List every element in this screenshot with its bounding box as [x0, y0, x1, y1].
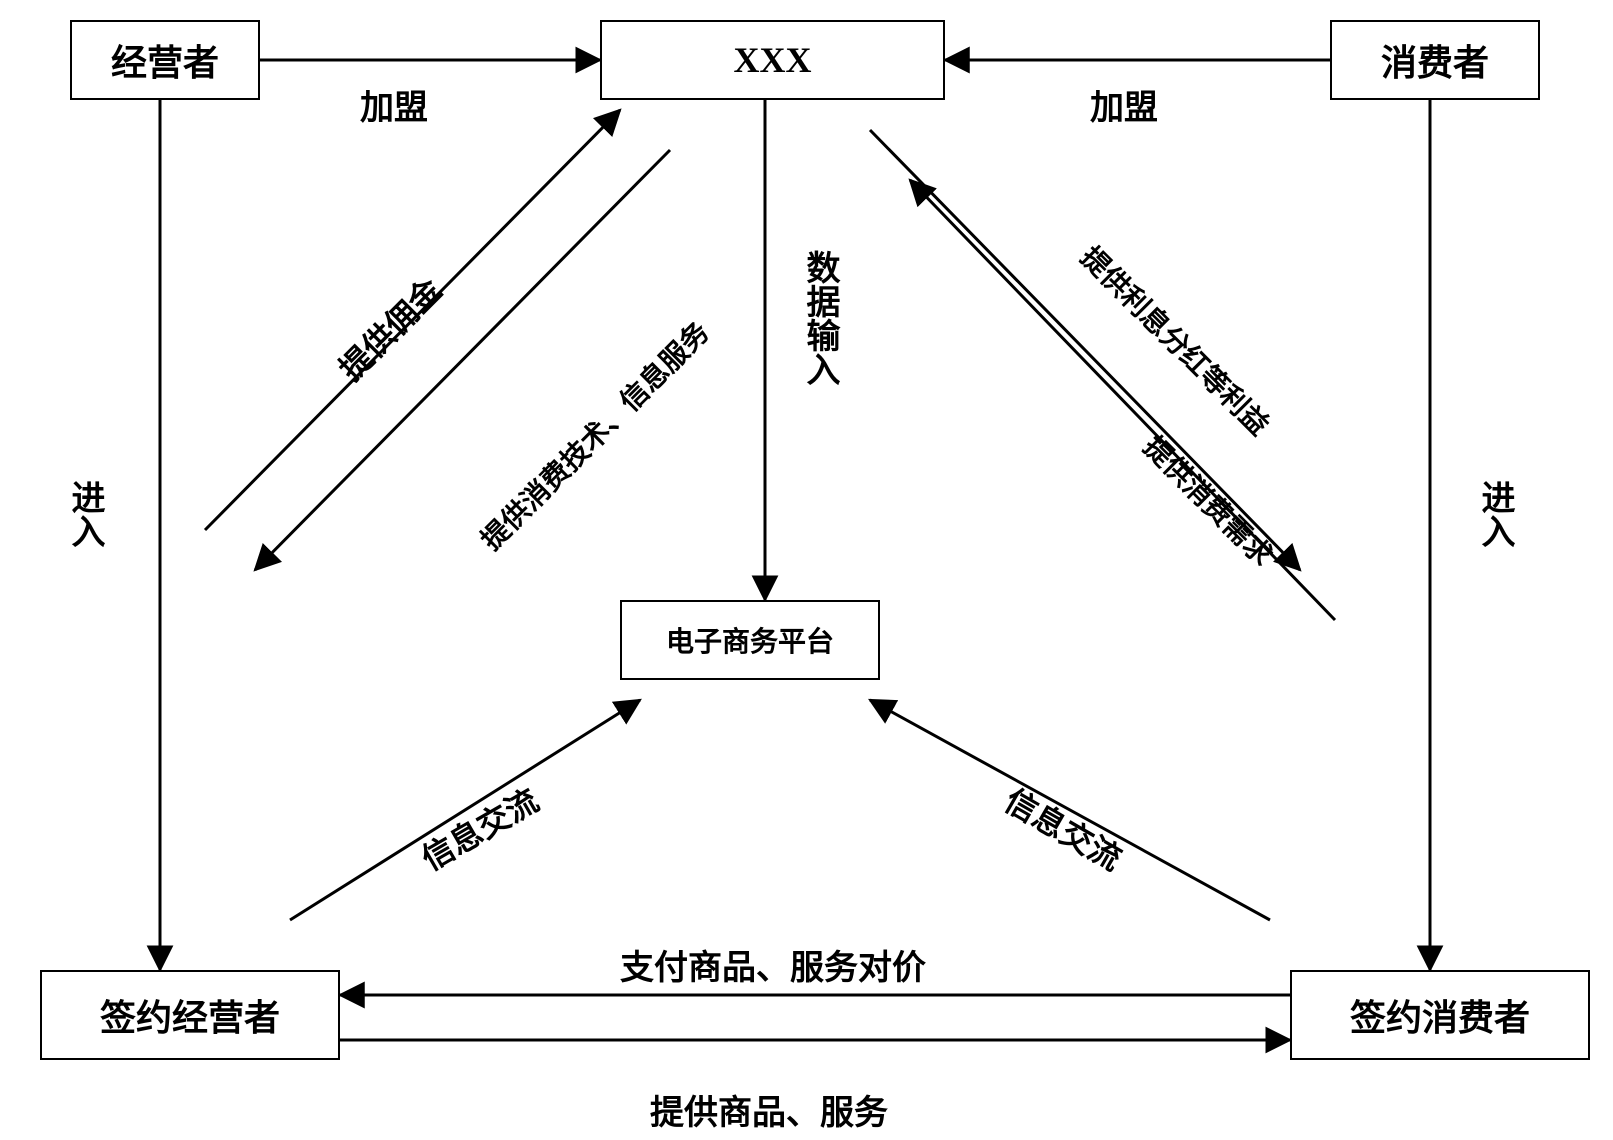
label-benefit: 提供利息分红等利益: [1073, 237, 1279, 443]
node-label: XXX: [734, 39, 812, 81]
node-operator: 经营者: [70, 20, 260, 100]
node-label: 经营者: [111, 34, 219, 86]
edge-tech-down: [255, 150, 670, 570]
label-pay: 支付商品、服务对价: [620, 940, 926, 989]
node-consumer: 消费者: [1330, 20, 1540, 100]
label-join-right: 加盟: [1090, 80, 1158, 129]
label-data-input: 数据输入: [795, 250, 844, 386]
label-provide: 提供商品、服务: [650, 1085, 888, 1134]
node-center: XXX: [600, 20, 945, 100]
node-signed-op: 签约经营者: [40, 970, 340, 1060]
label-join-left: 加盟: [360, 80, 428, 129]
label-tech-service: 提供消费技术、信息服务: [471, 312, 717, 558]
node-platform: 电子商务平台: [620, 600, 880, 680]
node-label: 签约消费者: [1350, 989, 1530, 1041]
label-exchange-left: 信息交流: [412, 776, 546, 880]
node-label: 电子商务平台: [666, 620, 834, 660]
label-enter-left: 进入: [60, 480, 109, 548]
label-enter-right: 进入: [1470, 480, 1519, 548]
diagram-canvas: 经营者 XXX 消费者 电子商务平台 签约经营者 签约消费者 加盟 加盟 进入 …: [0, 0, 1613, 1140]
node-label: 消费者: [1381, 34, 1489, 86]
label-exchange-right: 信息交流: [997, 776, 1131, 880]
label-demand: 提供消费需求: [1135, 426, 1282, 573]
node-label: 签约经营者: [100, 989, 280, 1041]
label-commission: 提供佣金: [327, 266, 450, 389]
node-signed-con: 签约消费者: [1290, 970, 1590, 1060]
